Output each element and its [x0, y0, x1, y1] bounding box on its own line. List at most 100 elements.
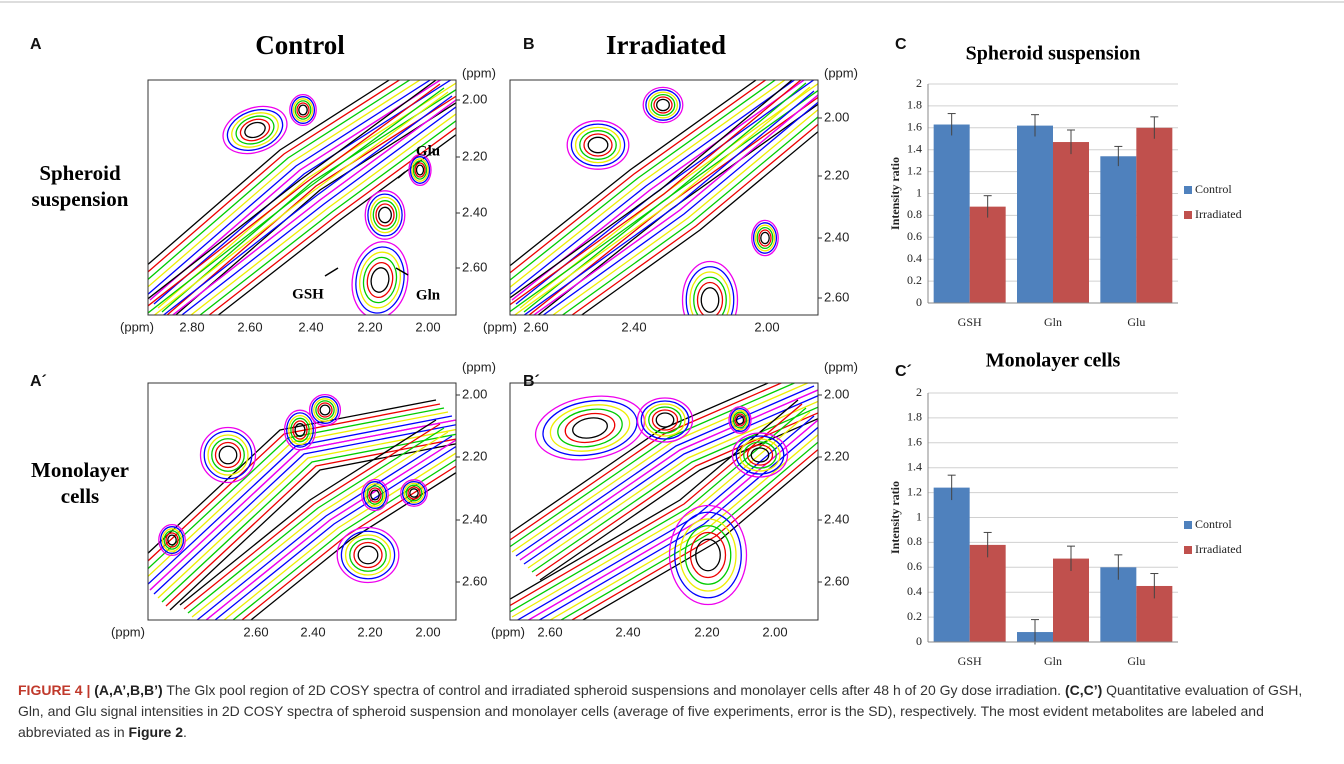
- contour: [587, 136, 609, 154]
- contour: [400, 479, 428, 507]
- legend-swatch: [1184, 186, 1192, 194]
- annotation: Glu: [416, 143, 440, 159]
- y-tick-label: 0.2: [907, 273, 922, 287]
- y-tick-label: 0: [916, 634, 922, 648]
- contour: [751, 219, 779, 257]
- contour: [510, 383, 797, 548]
- contour: [315, 400, 335, 420]
- contour: [375, 203, 395, 227]
- contour: [208, 126, 456, 315]
- contour: [408, 153, 432, 187]
- contour: [510, 383, 770, 534]
- contour: [214, 441, 242, 469]
- panel-title: Irradiated: [606, 30, 726, 60]
- y-tick-label: 1.2: [907, 484, 922, 498]
- y-tick-label: 1: [916, 185, 922, 199]
- contour: [357, 545, 379, 565]
- y-tick-label: 1.4: [907, 141, 922, 155]
- y-axis-label: Intensity ratio: [888, 157, 902, 230]
- contour: [580, 130, 818, 315]
- contour: [207, 434, 249, 476]
- contour: [148, 399, 437, 555]
- contour: [349, 538, 387, 572]
- figure: A Control Spheroid suspension (ppm) 2.80 2.60 2…: [0, 1, 1344, 668]
- contour: [735, 435, 785, 475]
- contour: [165, 438, 456, 607]
- contour: [161, 528, 183, 552]
- row-label: Spheroid suspension: [32, 161, 129, 211]
- y-tick-label: 1.8: [907, 410, 922, 424]
- contour: [510, 80, 794, 299]
- annotation-arrow: [324, 267, 339, 277]
- contour: [653, 96, 673, 114]
- x-tick-label: (ppm): [120, 319, 154, 334]
- contour: [199, 426, 257, 484]
- contour: [163, 530, 181, 550]
- y-tick-label: 2.40: [824, 511, 849, 526]
- y-tick-label: 2.40: [824, 229, 849, 244]
- contour: [218, 445, 238, 465]
- contour: [232, 458, 456, 620]
- contour: [364, 483, 386, 507]
- contour: [743, 441, 777, 469]
- contour: [728, 406, 752, 434]
- contour: [319, 404, 331, 416]
- error-bar: [1031, 114, 1039, 137]
- contour: [583, 133, 613, 157]
- contour: [515, 385, 815, 557]
- y-tick-label: 2.60: [462, 259, 487, 274]
- contour: [656, 98, 670, 112]
- y-tick-label: 0.4: [907, 584, 922, 598]
- x-tick-label: 2.40: [615, 624, 640, 639]
- spectrum: [148, 80, 456, 315]
- contour: [362, 481, 388, 509]
- contour: [570, 123, 626, 167]
- contour: [527, 400, 818, 569]
- contour: [148, 80, 411, 281]
- contour: [148, 87, 445, 314]
- x-tick-label: (ppm): [491, 624, 525, 639]
- contour: [510, 80, 802, 306]
- error-bar: [1150, 116, 1159, 139]
- x-tick-label: 2.60: [523, 319, 548, 334]
- contour: [311, 396, 339, 424]
- contour: [557, 408, 623, 448]
- contour: [752, 222, 778, 254]
- contour: [401, 480, 427, 506]
- contour: [231, 112, 279, 148]
- bar: [1017, 125, 1053, 303]
- error-bar: [1150, 573, 1159, 599]
- contour: [180, 106, 456, 315]
- y-tick-label: 2.00: [824, 386, 849, 401]
- contour: [169, 443, 456, 611]
- contour: [409, 156, 431, 184]
- contour: [308, 393, 342, 427]
- contour: [367, 193, 403, 237]
- y-tick-label: 1: [916, 509, 922, 523]
- panel-letter: A: [30, 36, 42, 53]
- contour: [290, 417, 310, 443]
- contour: [369, 196, 401, 234]
- contour: [313, 398, 337, 422]
- legend-label: Irradiated: [1195, 207, 1242, 221]
- contour: [551, 108, 818, 315]
- legend-swatch: [1184, 521, 1192, 529]
- y-tick-label: (ppm): [824, 65, 858, 80]
- spectrum-frame: [147, 382, 457, 621]
- contour: [239, 118, 271, 142]
- x-tick-label: 2.20: [357, 624, 382, 639]
- contour: [336, 526, 400, 584]
- contour: [415, 164, 425, 176]
- contour: [294, 423, 306, 437]
- contour: [534, 395, 646, 461]
- contour: [148, 80, 422, 288]
- x-tick-label: 2.60: [237, 319, 262, 334]
- contour: [378, 206, 392, 224]
- contour: [689, 531, 727, 579]
- contour: [510, 80, 796, 296]
- y-axis-label: Intensity ratio: [888, 481, 902, 554]
- spectrum: [148, 393, 456, 620]
- contour: [355, 246, 405, 314]
- contour: [572, 417, 608, 439]
